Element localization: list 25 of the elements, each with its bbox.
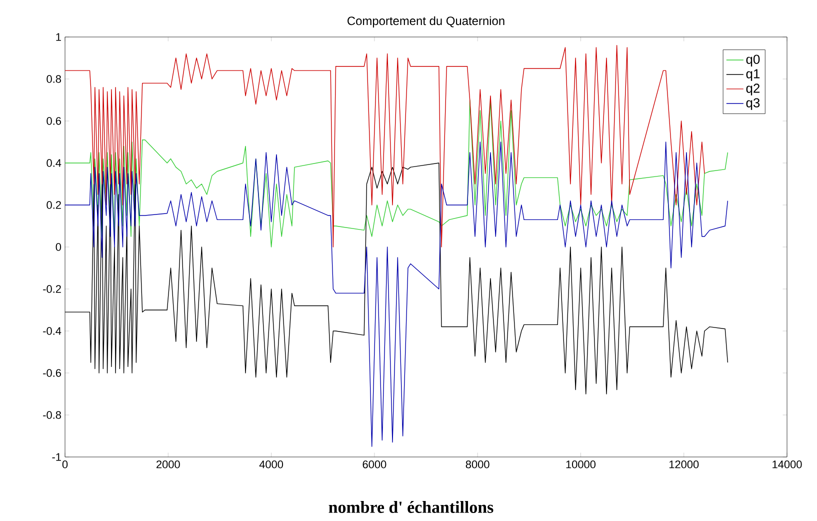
- x-tick-label: 0: [62, 460, 68, 468]
- y-tick-label: 0.6: [46, 117, 62, 125]
- chart-title: Comportement du Quaternion: [348, 16, 504, 28]
- legend-label: q3: [746, 98, 760, 110]
- x-tick-label: 10000: [566, 460, 596, 468]
- y-tick-label: 0: [56, 243, 62, 251]
- legend-label: q0: [746, 54, 760, 66]
- y-tick-label: 0.4: [46, 159, 62, 167]
- legend-label: q1: [746, 69, 760, 81]
- x-tick-label: 12000: [669, 460, 699, 468]
- x-tick-label: 8000: [466, 460, 490, 468]
- y-tick-label: -0.2: [43, 285, 61, 293]
- x-axis-title: nombre d' échantillons: [328, 501, 494, 513]
- y-tick-label: -1: [52, 453, 61, 461]
- y-tick-label: 0.8: [46, 75, 62, 83]
- x-tick-label: 2000: [156, 460, 180, 468]
- x-tick-label: 4000: [259, 460, 284, 468]
- y-tick-label: -0.8: [43, 411, 62, 419]
- y-tick-label: -0.4: [43, 327, 62, 335]
- y-tick-label: 1: [56, 33, 61, 41]
- legend-label: q2: [746, 84, 760, 96]
- x-tick-label: 14000: [772, 460, 802, 468]
- y-tick-label: 0.2: [46, 201, 61, 209]
- y-tick-label: -0.6: [43, 369, 62, 377]
- x-tick-label: 6000: [362, 460, 386, 468]
